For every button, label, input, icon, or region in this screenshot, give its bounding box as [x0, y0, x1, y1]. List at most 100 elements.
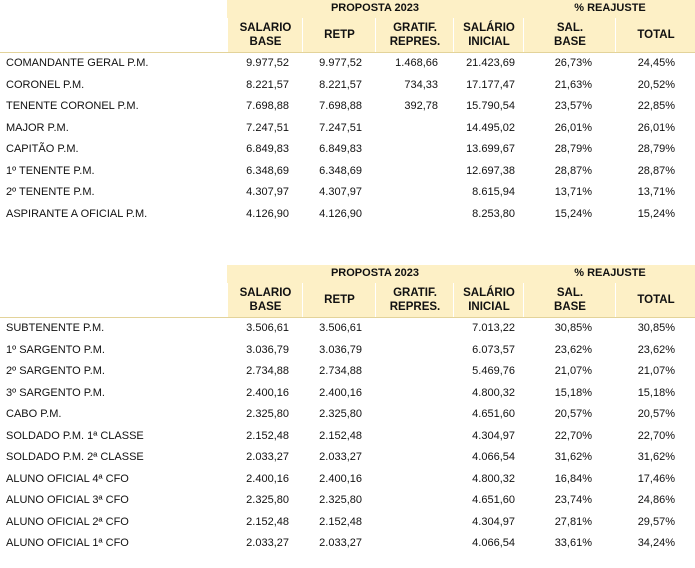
rank-name: ALUNO OFICIAL 4ª CFO: [6, 472, 129, 485]
retp-value: 2.325,80: [319, 494, 362, 506]
col-header-total: TOTAL: [615, 18, 695, 52]
rank-name: SUBTENENTE P.M.: [6, 322, 105, 334]
salario-base-value: 3.036,79: [246, 343, 289, 356]
salario-inicial-value: 4.651,60: [472, 408, 515, 420]
reajuste-sal-base-value: 28,79%: [554, 143, 592, 155]
retp-value: 2.152,48: [319, 429, 362, 442]
group-header-row: PROPOSTA 2023 % REAJUSTE: [0, 0, 695, 18]
salario-inicial-value: 13.699,67: [466, 143, 515, 155]
salario-inicial-value: 4.066,54: [472, 537, 515, 549]
retp-value: 2.734,88: [319, 365, 362, 377]
salario-inicial-value: 4.800,32: [472, 472, 515, 485]
officers-salary-table: PROPOSTA 2023 % REAJUSTE SALARIO BASE RET…: [0, 0, 695, 225]
retp-value: 6.348,69: [319, 164, 362, 177]
salario-base-value: 2.400,16: [246, 472, 289, 485]
reajuste-sal-base-value: 21,63%: [554, 78, 592, 91]
reajuste-sal-base-value: 16,84%: [554, 472, 592, 485]
gratif-value: 1.468,66: [395, 57, 438, 69]
rank-name: SOLDADO P.M. 2ª CLASSE: [6, 451, 144, 463]
reajuste-total-value: 24,86%: [637, 494, 675, 506]
salario-base-value: 2.325,80: [246, 408, 289, 420]
table-row: TENENTE CORONEL P.M. 7.698,88 7.698,88 392,…: [0, 96, 695, 118]
rank-name: MAJOR P.M.: [6, 121, 69, 134]
salario-inicial-value: 7.013,22: [472, 322, 515, 334]
reajuste-total-value: 28,79%: [637, 143, 675, 155]
reajuste-total-value: 13,71%: [637, 186, 675, 198]
salario-base-value: 7.247,51: [246, 121, 289, 134]
reajuste-group-label: % REAJUSTE: [574, 267, 646, 279]
table-row: CABO P.M. 2.325,80 2.325,80 4.651,60 20,57% 2…: [0, 404, 695, 426]
reajuste-total-value: 22,85%: [637, 100, 675, 112]
retp-value: 2.033,27: [319, 451, 362, 463]
salario-base-value: 3.506,61: [246, 322, 289, 334]
reajuste-sal-base-value: 26,01%: [554, 121, 592, 134]
col-header-total: TOTAL: [615, 283, 695, 317]
retp-value: 4.126,90: [319, 207, 362, 220]
retp-value: 7.247,51: [319, 121, 362, 134]
rank-name: 2º TENENTE P.M.: [6, 186, 95, 198]
gratif-value: 392,78: [404, 100, 438, 112]
rank-name: TENENTE CORONEL P.M.: [6, 100, 139, 112]
table-row: SOLDADO P.M. 2ª CLASSE 2.033,27 2.033,27 4.…: [0, 447, 695, 469]
retp-value: 9.977,52: [319, 57, 362, 69]
reajuste-total-value: 29,57%: [637, 515, 675, 528]
table-row: 3º SARGENTO P.M. 2.400,16 2.400,16 4.800,32…: [0, 383, 695, 405]
reajuste-total-value: 23,62%: [637, 343, 675, 356]
salario-base-value: 2.033,27: [246, 537, 289, 549]
rank-name: CORONEL P.M.: [6, 78, 85, 91]
salario-inicial-value: 8.253,80: [472, 207, 515, 220]
rank-name: CAPITÃO P.M.: [6, 143, 79, 155]
retp-value: 7.698,88: [319, 100, 362, 112]
salario-base-value: 4.307,97: [246, 186, 289, 198]
rank-name: ALUNO OFICIAL 3ª CFO: [6, 494, 129, 506]
table-body: SUBTENENTE P.M. 3.506,61 3.506,61 7.013,22 3…: [0, 318, 695, 555]
table-row: ALUNO OFICIAL 2ª CFO 2.152,48 2.152,48 4.30…: [0, 512, 695, 534]
table-row: 2º SARGENTO P.M. 2.734,88 2.734,88 5.469,76…: [0, 361, 695, 383]
reajuste-sal-base-value: 23,74%: [554, 494, 592, 506]
col-header-salario-inicial: SALÁRIO INICIAL: [453, 283, 524, 317]
retp-value: 3.036,79: [319, 343, 362, 356]
salario-inicial-value: 5.469,76: [472, 365, 515, 377]
reajuste-total-value: 20,52%: [637, 78, 675, 91]
table-row: 1º SARGENTO P.M. 3.036,79 3.036,79 6.073,57…: [0, 340, 695, 362]
rank-name: 1º TENENTE P.M.: [6, 164, 95, 177]
reajuste-sal-base-value: 28,87%: [554, 164, 592, 177]
rank-name: ALUNO OFICIAL 1ª CFO: [6, 537, 129, 549]
salario-base-value: 4.126,90: [246, 207, 289, 220]
reajuste-sal-base-value: 15,24%: [554, 207, 592, 220]
proposta-group-label: PROPOSTA 2023: [330, 2, 420, 14]
table-row: ALUNO OFICIAL 4ª CFO 2.400,16 2.400,16 4.80…: [0, 469, 695, 491]
salario-inicial-value: 21.423,69: [466, 57, 515, 69]
salario-base-value: 8.221,57: [246, 78, 289, 91]
rank-name: SOLDADO P.M. 1ª CLASSE: [6, 429, 144, 442]
rank-name: 2º SARGENTO P.M.: [6, 365, 105, 377]
reajuste-total-value: 30,85%: [637, 322, 675, 334]
table-row: 1º TENENTE P.M. 6.348,69 6.348,69 12.697,38…: [0, 161, 695, 183]
reajuste-group-label: % REAJUSTE: [574, 2, 646, 14]
table-body: COMANDANTE GERAL P.M. 9.977,52 9.977,52 1.4…: [0, 53, 695, 225]
retp-value: 8.221,57: [319, 78, 362, 91]
salario-inicial-value: 6.073,57: [472, 343, 515, 356]
table-row: ASPIRANTE A OFICIAL P.M. 4.126,90 4.126,90…: [0, 204, 695, 226]
reajuste-sal-base-value: 13,71%: [554, 186, 592, 198]
col-header-sal-base: SAL. BASE: [523, 283, 616, 317]
salario-base-value: 2.734,88: [246, 365, 289, 377]
reajuste-sal-base-value: 33,61%: [554, 537, 592, 549]
salario-inicial-value: 12.697,38: [466, 164, 515, 177]
table-row: COMANDANTE GERAL P.M. 9.977,52 9.977,52 1.4…: [0, 53, 695, 75]
salario-inicial-value: 4.800,32: [472, 386, 515, 399]
col-header-salario-inicial: SALÁRIO INICIAL: [453, 18, 524, 52]
proposta-group-label: PROPOSTA 2023: [330, 267, 420, 279]
salario-base-value: 2.325,80: [246, 494, 289, 506]
salario-inicial-value: 4.304,97: [472, 429, 515, 442]
table-row: CAPITÃO P.M. 6.849,83 6.849,83 13.699,67 28,…: [0, 139, 695, 161]
rank-name: ALUNO OFICIAL 2ª CFO: [6, 515, 129, 528]
reajuste-total-value: 34,24%: [637, 537, 675, 549]
reajuste-total-value: 22,70%: [637, 429, 675, 442]
rank-name: 1º SARGENTO P.M.: [6, 343, 105, 356]
column-header-row: SALARIO BASE RETP GRATIF. REPRES. SALÁRIO I…: [0, 18, 695, 53]
salario-base-value: 2.400,16: [246, 386, 289, 399]
rank-name: CABO P.M.: [6, 408, 62, 420]
table-row: SOLDADO P.M. 1ª CLASSE 2.152,48 2.152,48 4.…: [0, 426, 695, 448]
reajuste-sal-base-value: 27,81%: [554, 515, 592, 528]
